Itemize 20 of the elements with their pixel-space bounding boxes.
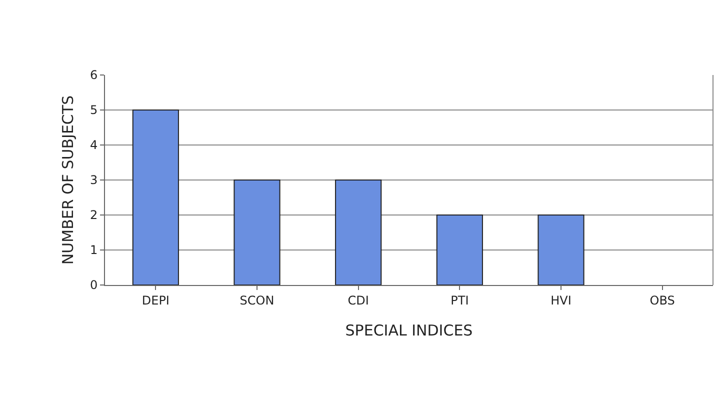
- x-tick-label: CDI: [348, 293, 369, 308]
- y-tick-label: 1: [90, 243, 98, 258]
- y-tick-label: 2: [90, 208, 98, 222]
- bar: [436, 214, 483, 285]
- x-tick-label: DEPI: [142, 293, 170, 308]
- bar: [335, 180, 382, 285]
- y-axis-title: NUMBER OF SUBJECTS: [59, 95, 78, 265]
- y-tick-label: 4: [90, 138, 98, 152]
- bar: [538, 214, 584, 285]
- x-tick-label: PTI: [450, 293, 469, 308]
- y-tick-label: 5: [90, 103, 98, 118]
- y-tick-label: 3: [90, 173, 98, 188]
- bar: [132, 110, 179, 285]
- y-tick-label: 6: [90, 68, 98, 82]
- x-axis-title: SPECIAL INDICES: [345, 321, 473, 340]
- x-tick-label: HVI: [550, 293, 572, 308]
- bar: [234, 180, 280, 285]
- y-tick-label: 0: [90, 278, 98, 292]
- x-tick-label: OBS: [650, 293, 675, 308]
- x-tick-label: SCON: [240, 293, 274, 308]
